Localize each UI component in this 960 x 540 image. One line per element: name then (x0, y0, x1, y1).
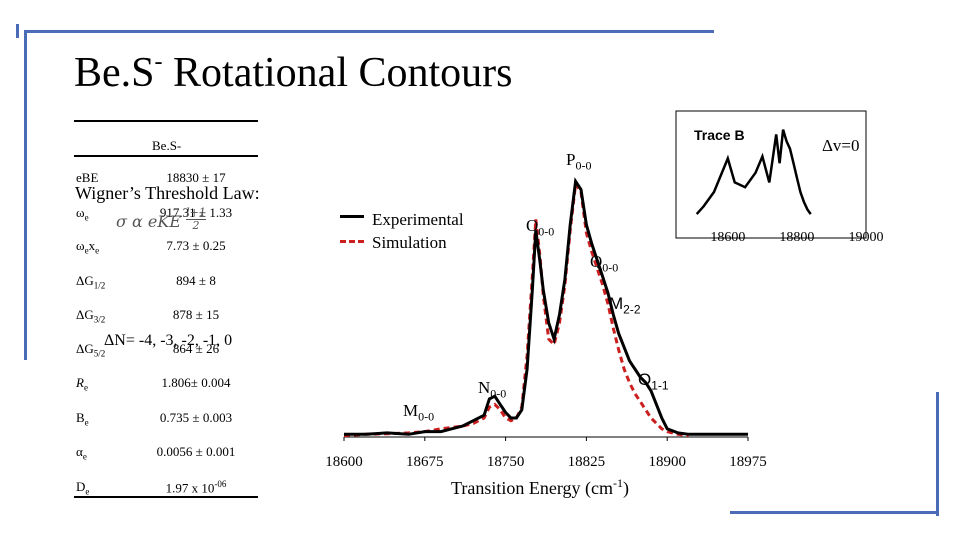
annotation-o00: O0-0 (526, 216, 555, 239)
main-x-tick-label: 18900 (648, 454, 686, 470)
inset-x-tick-label: 18800 (779, 230, 814, 245)
annotation-o11: O1-1 (638, 370, 669, 393)
table-row-symbol: ωe (76, 205, 89, 223)
table-row-value: 7.73 ± 0.25 (166, 238, 226, 253)
annotation-p00: P0-0 (566, 150, 592, 173)
table-row-value: 1.806± 0.004 (161, 375, 231, 390)
page-title: Be.S- Rotational Contours (74, 49, 513, 96)
table-row-symbol: ΔG5/2 (76, 341, 106, 359)
main-x-tick-label: 18825 (568, 454, 606, 470)
table-row-value: 18830 ± 17 (166, 170, 226, 185)
inset-frame (675, 110, 867, 239)
table-row-value: 917.31 ± 1.33 (159, 205, 233, 220)
table-row-symbol: ωexe (76, 238, 100, 256)
inset-x-tick-label: 19000 (849, 230, 884, 245)
table-row-symbol: eBE (76, 170, 99, 185)
annotation-q00: Q0-0 (590, 252, 619, 275)
table-top-rule (74, 120, 258, 122)
table-row-symbol: ΔG1/2 (76, 273, 106, 291)
main-x-tick-label: 18600 (325, 454, 363, 470)
main-x-tick-label: 18975 (729, 454, 767, 470)
legend-simulation-line (340, 240, 364, 243)
table-header: Be.S- (152, 138, 182, 153)
series-simulation-line (343, 179, 689, 438)
frame-right-line (936, 392, 939, 516)
inset-title: Trace B (694, 127, 745, 143)
table-row-value: 864 ± 26 (172, 341, 220, 356)
table-bottom-rule (74, 496, 258, 498)
annotation-n00: N0-0 (478, 378, 507, 401)
table-row-symbol: Be (76, 410, 89, 428)
table-header-rule (74, 155, 258, 157)
main-x-tick-label: 18750 (487, 454, 525, 470)
legend-experimental-label: Experimental (372, 210, 464, 229)
inset-annotation: Δv=0 (822, 136, 860, 155)
series-experimental-line (344, 177, 748, 436)
table-row-symbol: De (76, 479, 90, 497)
delta-n-label: ΔN= -4, -3, -2, -1, 0 (104, 332, 233, 349)
table-row-symbol: Re (76, 375, 88, 393)
wigner-exponent-numerator: l+1 (186, 206, 206, 220)
frame-corner-top-left (16, 24, 19, 38)
main-x-tick-label: 18675 (406, 454, 444, 470)
table-row-value: 0.0056 ± 0.001 (156, 444, 236, 459)
inset-trace-line (695, 129, 812, 215)
main-x-ticks: 18600 18675 18750 18825 18900 18975 (325, 437, 767, 470)
table-row-value: 878 ± 15 (172, 307, 220, 322)
main-x-axis-label: Transition Energy (cm-1) (451, 476, 629, 499)
table-row-symbol: αe (76, 444, 87, 462)
legend-simulation-label: Simulation (372, 233, 447, 252)
legend-experimental-line (340, 215, 364, 218)
table-row-value: 1.97 x 10-06 (165, 479, 227, 496)
wigner-exponent-denominator: 2 (192, 219, 200, 232)
inset-x-tick-label: 18600 (710, 230, 745, 245)
frame-left-line (24, 30, 27, 360)
inset-x-ticks: 18600 18800 19000 (710, 230, 883, 245)
wigner-formula: σ α eKE l+1 2 (116, 206, 206, 232)
table-row-value: 0.735 ± 0.003 (159, 410, 233, 425)
annotation-m22: M2-2 (609, 294, 641, 317)
table-row-symbol: ΔG3/2 (76, 307, 106, 325)
table-row-value: 894 ± 8 (176, 273, 216, 288)
annotation-m00: M0-0 (403, 401, 435, 424)
frame-top-line (24, 30, 714, 33)
frame-bottom-line (730, 511, 939, 514)
wigner-label: Wigner’s Threshold Law: (75, 183, 260, 203)
